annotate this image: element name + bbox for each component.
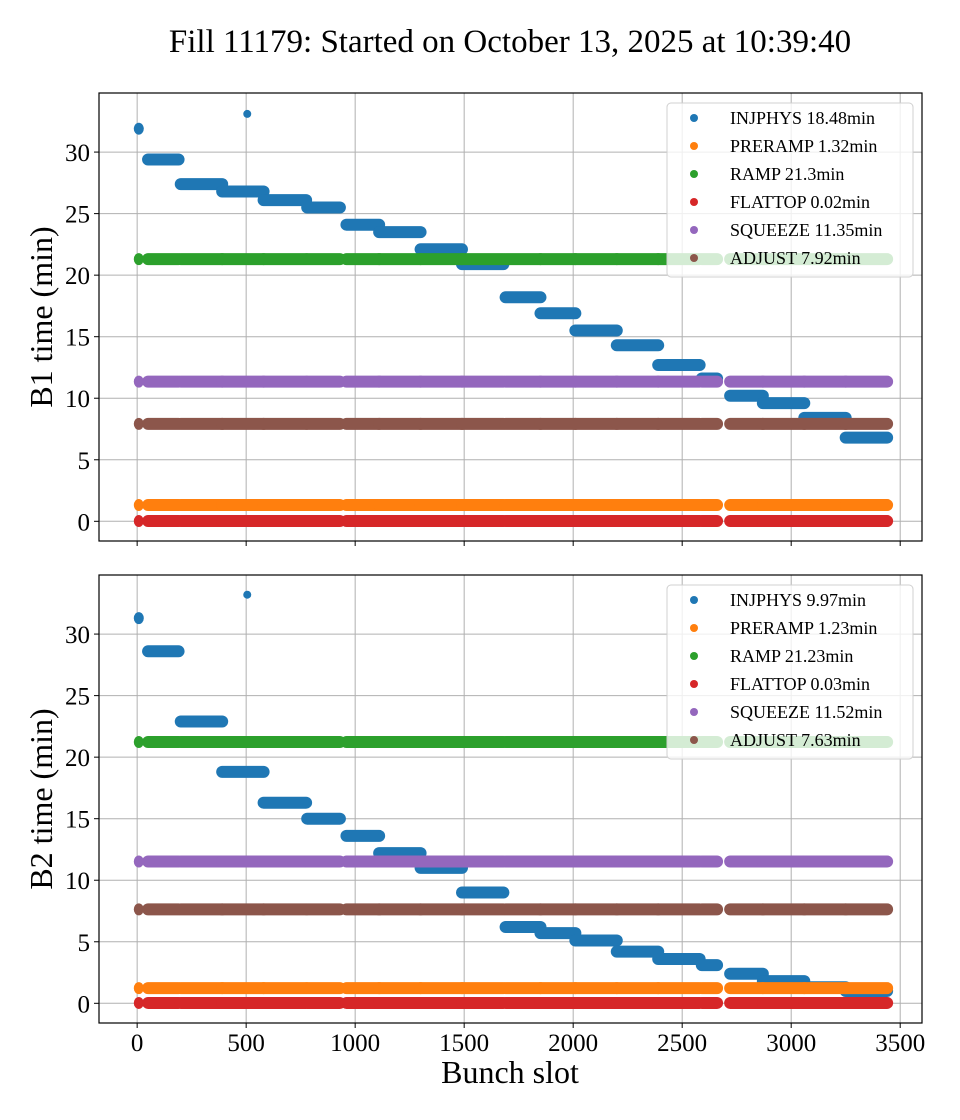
y-tick-label: 25 (65, 202, 90, 229)
legend-marker-squeeze (690, 708, 698, 716)
data-point (133, 499, 144, 512)
y-tick-label: 5 (78, 448, 91, 475)
x-tick-label: 2000 (548, 1030, 598, 1057)
y-tick-label: 30 (65, 622, 90, 649)
legend-label: PRERAMP 1.32min (730, 136, 877, 156)
legend-marker-injphys (690, 114, 698, 122)
y-tick-label: 0 (78, 991, 91, 1018)
series-adjust (133, 903, 894, 916)
y-tick-label: 10 (65, 386, 90, 413)
data-point (243, 109, 252, 118)
legend-marker-preramp (690, 142, 698, 150)
data-point (133, 417, 144, 430)
data-point (133, 996, 144, 1009)
x-tick-label: 1500 (439, 1030, 489, 1057)
legend: INJPHYS 18.48min PRERAMP 1.32min RAMP 21.3… (666, 102, 914, 278)
x-axis-label: Bunch slot (441, 1054, 579, 1090)
legend-marker-preramp (690, 624, 698, 632)
x-tick-label: 0 (131, 1030, 144, 1057)
series-squeeze (133, 375, 894, 388)
x-tick-label: 3000 (766, 1030, 816, 1057)
y-tick-label: 15 (65, 325, 90, 352)
data-point (243, 590, 252, 599)
legend-marker-injphys (690, 596, 698, 604)
legend-marker-squeeze (690, 226, 698, 234)
series-flattop (133, 515, 894, 528)
y-tick-label: 30 (65, 140, 90, 167)
panel-b2: 0 500 1000 1500 2000 2500 3000 3500 0 5 10 15 20 25 30… (23, 574, 925, 1057)
data-point (133, 122, 144, 135)
axes-frame (98, 574, 923, 1024)
data-point (133, 736, 144, 749)
y-tick-label: 5 (78, 930, 91, 957)
legend-box (666, 102, 914, 278)
legend-label: RAMP 21.3min (730, 164, 844, 184)
y-tick-label: 10 (65, 868, 90, 895)
legend-label: RAMP 21.23min (730, 646, 853, 666)
series-preramp (133, 982, 894, 995)
series-preramp (133, 499, 894, 512)
chart-title: Fill 11179: Started on October 13, 2025 … (169, 24, 851, 60)
legend-label: FLATTOP 0.03min (730, 674, 870, 694)
legend-label: PRERAMP 1.23min (730, 618, 877, 638)
legend-box (666, 584, 914, 760)
data-point (133, 982, 144, 995)
y-tick-label: 20 (65, 745, 90, 772)
y-tick-label: 15 (65, 807, 90, 834)
data-point (133, 855, 144, 868)
series-adjust (133, 417, 894, 430)
legend-marker-flattop (690, 198, 698, 206)
legend-marker-ramp (690, 652, 698, 660)
legend-label: SQUEEZE 11.52min (730, 702, 882, 722)
data-point (133, 515, 144, 528)
series-injphys (133, 590, 894, 997)
y-tick-label: 0 (78, 509, 91, 536)
axes-frame (98, 92, 923, 542)
data-point (133, 253, 144, 266)
legend-label: ADJUST 7.92min (730, 248, 861, 268)
y-axis-label: B1 time (min) (23, 226, 59, 407)
legend: INJPHYS 9.97min PRERAMP 1.23min RAMP 21.23… (666, 584, 914, 760)
x-tick-label: 500 (227, 1030, 265, 1057)
y-tick-label: 25 (65, 684, 90, 711)
series-squeeze (133, 855, 894, 868)
series-flattop (133, 996, 894, 1009)
y-tick-label: 20 (65, 263, 90, 290)
legend-label: FLATTOP 0.02min (730, 192, 870, 212)
x-tick-label: 3500 (875, 1030, 925, 1057)
data-point (133, 375, 144, 388)
legend-marker-adjust (690, 254, 698, 262)
legend-label: INJPHYS 9.97min (730, 590, 866, 610)
x-tick-label: 1000 (330, 1030, 380, 1057)
legend-marker-ramp (690, 170, 698, 178)
data-point (133, 903, 144, 916)
legend-label: INJPHYS 18.48min (730, 108, 875, 128)
data-point (133, 612, 144, 625)
legend-marker-flattop (690, 680, 698, 688)
x-tick-label: 2500 (657, 1030, 707, 1057)
panel-b1: 0 5 10 15 20 25 30 B1 time (min) INJPHYS 18.48mi… (23, 92, 923, 546)
legend-label: ADJUST 7.63min (730, 730, 861, 750)
legend-marker-adjust (690, 736, 698, 744)
legend-label: SQUEEZE 11.35min (730, 220, 882, 240)
y-axis-label: B2 time (min) (23, 708, 59, 889)
